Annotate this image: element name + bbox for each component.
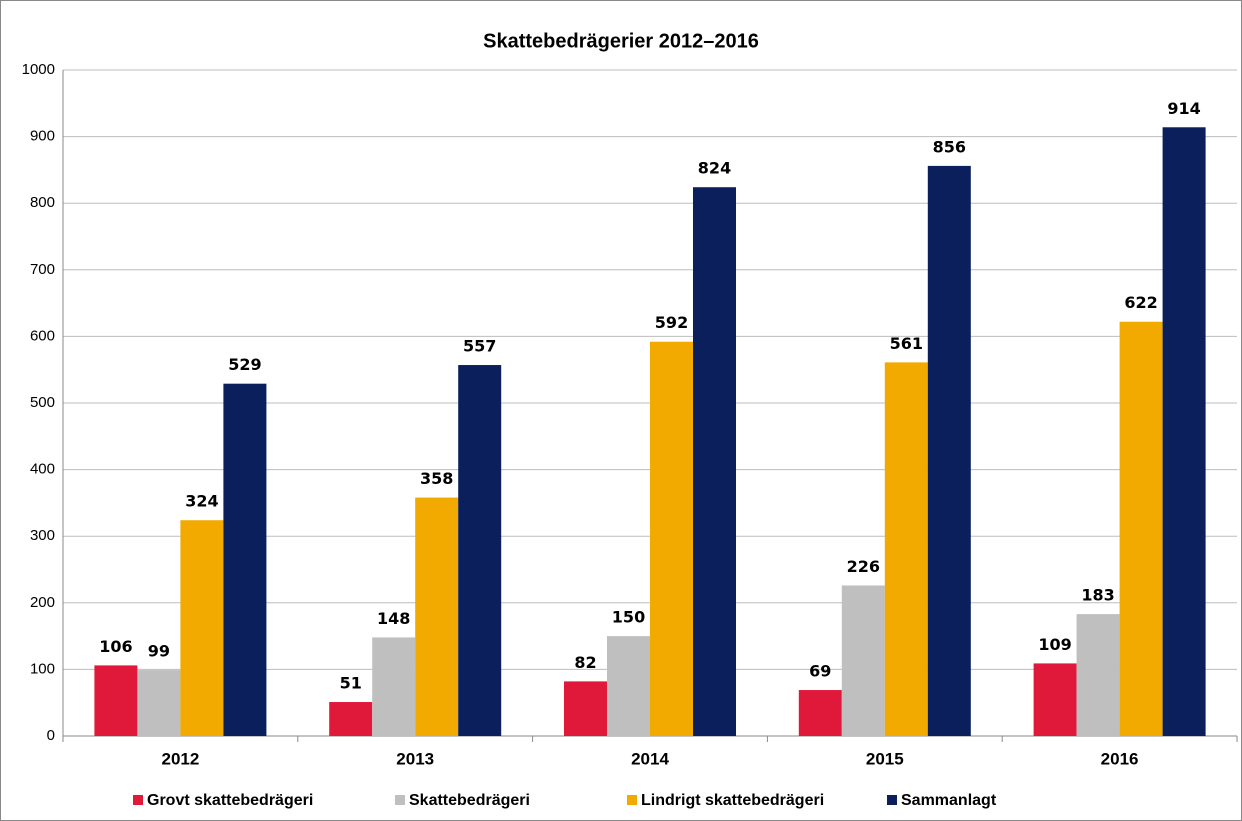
data-label: 557 <box>463 337 496 356</box>
legend-swatch <box>133 795 143 805</box>
bar <box>458 365 502 736</box>
bar <box>329 702 373 736</box>
data-label: 109 <box>1038 635 1071 654</box>
bar <box>180 520 224 736</box>
data-label: 358 <box>420 469 453 488</box>
bar <box>1162 127 1206 736</box>
x-tick-label: 2015 <box>866 749 904 768</box>
x-tick-label: 2014 <box>631 749 669 768</box>
chart-title: Skattebedrägerier 2012–2016 <box>483 30 759 52</box>
data-label: 914 <box>1167 99 1200 118</box>
data-label: 592 <box>655 313 688 332</box>
bar <box>693 187 736 736</box>
y-tick-label: 100 <box>30 660 55 677</box>
y-tick-label: 600 <box>30 327 55 344</box>
legend-swatch <box>627 795 637 805</box>
bar <box>1033 663 1077 736</box>
data-label: 150 <box>612 608 645 627</box>
bar <box>798 690 842 736</box>
bar <box>927 165 971 737</box>
bar <box>415 497 459 736</box>
legend-label: Sammanlagt <box>901 792 997 809</box>
bar <box>650 341 693 736</box>
data-label: 529 <box>228 355 261 374</box>
bar <box>223 383 267 736</box>
bar <box>137 670 181 736</box>
bar <box>564 681 607 736</box>
bar <box>372 637 416 736</box>
data-label: 856 <box>933 137 966 156</box>
data-label: 148 <box>377 609 410 628</box>
bar <box>1119 321 1163 736</box>
y-tick-label: 900 <box>30 128 55 145</box>
data-label: 183 <box>1081 586 1114 605</box>
legend-swatch <box>395 795 405 805</box>
x-tick-label: 2012 <box>161 749 199 768</box>
data-label: 51 <box>340 674 362 693</box>
legend-label: Skattebedrägeri <box>409 792 530 809</box>
bar <box>841 585 885 736</box>
x-tick-label: 2013 <box>396 749 434 768</box>
y-tick-label: 200 <box>30 594 55 611</box>
x-tick-label: 2016 <box>1101 749 1139 768</box>
y-tick-label: 500 <box>30 394 55 411</box>
y-tick-label: 800 <box>30 194 55 211</box>
data-label: 324 <box>185 492 218 511</box>
legend-swatch <box>887 795 897 805</box>
legend-label: Grovt skattebedrägeri <box>147 792 313 809</box>
data-label: 226 <box>847 557 880 576</box>
data-label: 561 <box>890 334 923 353</box>
legend-label: Lindrigt skattebedrägeri <box>641 792 824 809</box>
data-label: 622 <box>1124 293 1157 312</box>
data-label: 824 <box>698 159 731 178</box>
bar <box>607 636 650 736</box>
y-tick-label: 700 <box>30 261 55 278</box>
data-label: 82 <box>574 653 596 672</box>
bar <box>884 362 928 736</box>
y-tick-label: 0 <box>47 727 55 744</box>
data-label: 69 <box>809 662 831 681</box>
y-tick-label: 1000 <box>22 61 55 78</box>
data-label: 106 <box>99 637 132 656</box>
y-tick-label: 300 <box>30 527 55 544</box>
bar <box>94 665 138 736</box>
data-label: 99 <box>148 642 170 661</box>
bar <box>1076 614 1120 736</box>
y-tick-label: 400 <box>30 461 55 478</box>
